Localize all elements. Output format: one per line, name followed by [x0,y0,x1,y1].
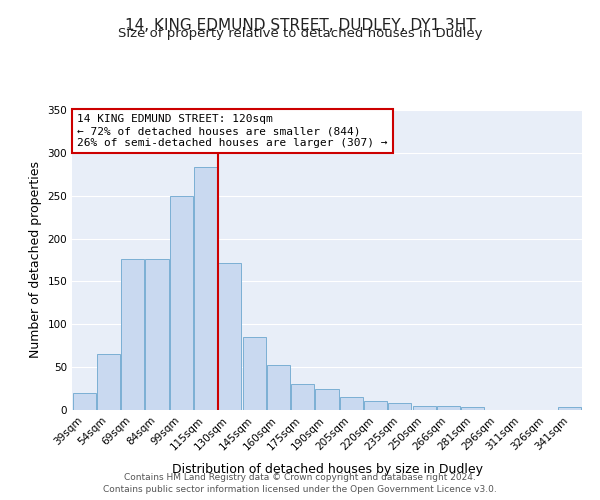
Bar [73,393,95,410]
Bar [267,366,290,410]
Text: 14 KING EDMUND STREET: 120sqm
← 72% of detached houses are smaller (844)
26% of : 14 KING EDMUND STREET: 120sqm ← 72% of d… [77,114,388,148]
Text: Size of property relative to detached houses in Dudley: Size of property relative to detached ho… [118,28,482,40]
Bar [218,264,241,410]
Bar [388,403,412,410]
Text: Contains public sector information licensed under the Open Government Licence v3: Contains public sector information licen… [103,486,497,494]
Bar [145,259,169,410]
Text: 14, KING EDMUND STREET, DUDLEY, DY1 3HT: 14, KING EDMUND STREET, DUDLEY, DY1 3HT [125,18,475,32]
Bar [121,259,144,410]
Bar [340,397,363,410]
Y-axis label: Number of detached properties: Number of detached properties [29,162,42,358]
Bar [316,390,338,410]
Bar [97,354,120,410]
Bar [559,408,581,410]
X-axis label: Distribution of detached houses by size in Dudley: Distribution of detached houses by size … [172,463,482,476]
Bar [461,408,484,410]
Bar [413,406,436,410]
Bar [170,196,193,410]
Bar [437,406,460,410]
Bar [194,168,217,410]
Bar [364,402,387,410]
Bar [291,384,314,410]
Text: Contains HM Land Registry data © Crown copyright and database right 2024.: Contains HM Land Registry data © Crown c… [124,473,476,482]
Bar [242,337,266,410]
